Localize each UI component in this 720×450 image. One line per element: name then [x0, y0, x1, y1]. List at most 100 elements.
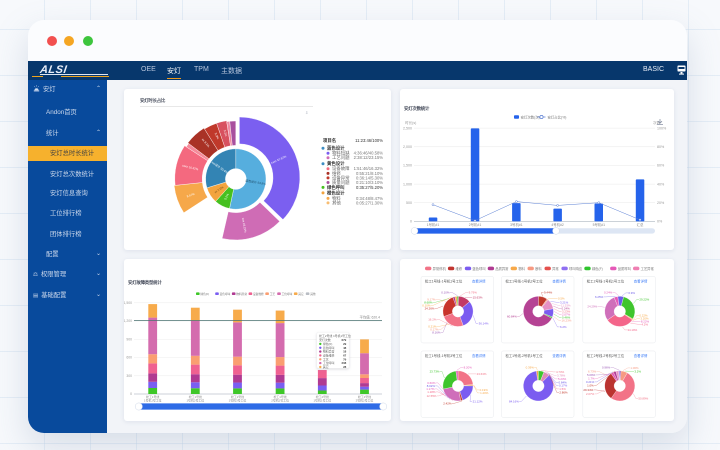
- svg-text:3号机#1: 3号机#1: [510, 222, 523, 227]
- svg-text:1.0%: 1.0%: [587, 383, 594, 387]
- svg-text:34.19%: 34.19%: [627, 328, 637, 332]
- svg-text:松工1号线: 松工1号线: [189, 394, 202, 399]
- svg-text:3.1%: 3.1%: [223, 129, 228, 137]
- svg-text:60%: 60%: [657, 164, 665, 168]
- svg-text:500: 500: [406, 201, 412, 205]
- svg-text:2.42%: 2.42%: [443, 401, 452, 405]
- svg-text:29: 29: [343, 342, 347, 346]
- svg-text:安灯次数: 安灯次数: [319, 337, 331, 342]
- svg-text:8.16%: 8.16%: [432, 330, 441, 334]
- svg-text:80%: 80%: [657, 145, 665, 149]
- svg-text:1.5%: 1.5%: [559, 387, 566, 391]
- svg-text:松工1号线-1号机3号工位: 松工1号线-1号机3号工位: [425, 353, 463, 358]
- svg-text:16.23%: 16.23%: [562, 318, 572, 322]
- svg-text:6.73%: 6.73%: [588, 369, 597, 373]
- svg-text:0.39%: 0.39%: [526, 365, 535, 369]
- svg-text:1号机1号工位: 1号机1号工位: [313, 397, 331, 402]
- svg-text:异常停机: 异常停机: [433, 266, 447, 271]
- svg-text:设备故障: 设备故障: [332, 165, 350, 172]
- svg-text:其它: 其它: [323, 364, 329, 369]
- svg-text:物料短缺: 物料短缺: [332, 150, 350, 157]
- svg-text:2,500: 2,500: [403, 126, 412, 130]
- svg-text:8.22%: 8.22%: [641, 319, 650, 323]
- svg-text:时长(s): 时长(s): [405, 120, 416, 125]
- svg-text:2:38:12/23.15%: 2:38:12/23.15%: [354, 155, 384, 160]
- svg-text:0.17%: 0.17%: [430, 327, 439, 331]
- svg-text:2.07%: 2.07%: [562, 312, 571, 316]
- svg-text:4:36:46/40.58%: 4:36:46/40.58%: [354, 151, 384, 156]
- svg-text:100%: 100%: [657, 126, 667, 130]
- svg-text:1号机1号工位: 1号机1号工位: [144, 397, 162, 402]
- svg-text:40%: 40%: [657, 182, 665, 186]
- svg-text:5.3%: 5.3%: [214, 132, 221, 140]
- svg-text:0.24%: 0.24%: [562, 306, 571, 310]
- svg-text:29.34%: 29.34%: [583, 388, 593, 392]
- svg-text:设备维修: 设备维修: [323, 352, 335, 357]
- svg-text:0.22%: 0.22%: [639, 313, 648, 317]
- svg-text:物料: 物料: [332, 195, 341, 202]
- svg-text:品质呼叫: 品质呼叫: [618, 266, 631, 271]
- svg-text:9.17%: 9.17%: [427, 297, 436, 301]
- svg-text:蓝色呼叫: 蓝色呼叫: [220, 292, 231, 296]
- svg-text:断料: 断料: [535, 266, 542, 271]
- svg-text:松工1号线: 松工1号线: [231, 394, 244, 399]
- svg-text:工艺: 工艺: [323, 356, 329, 361]
- svg-text:24.29%: 24.29%: [587, 304, 597, 308]
- svg-text:2,000: 2,000: [403, 145, 412, 149]
- svg-text:0.60%: 0.60%: [427, 381, 436, 385]
- svg-text:4.73%: 4.73%: [556, 370, 565, 374]
- svg-text:xxxx 37.67%: xxxx 37.67%: [270, 154, 287, 164]
- svg-text:项目名: 项目名: [323, 137, 336, 144]
- svg-text:松工1号线-2号机1号工位: 松工1号线-2号机1号工位: [505, 353, 543, 358]
- svg-text:8.47%: 8.47%: [186, 192, 195, 199]
- svg-text:其他: 其他: [310, 292, 316, 296]
- svg-text:1,500: 1,500: [403, 164, 412, 168]
- svg-text:质量问题: 质量问题: [332, 179, 350, 186]
- svg-text:0.84%: 0.84%: [559, 380, 568, 384]
- svg-text:汇总: 汇总: [637, 222, 644, 227]
- svg-text:蓝色呼叫: 蓝色呼叫: [323, 345, 335, 350]
- svg-text:67: 67: [343, 353, 347, 357]
- svg-text:16.2%: 16.2%: [428, 317, 437, 321]
- svg-text:0:05:27/1.30%: 0:05:27/1.30%: [356, 200, 383, 205]
- svg-text:6.25%: 6.25%: [595, 295, 604, 299]
- svg-text:48: 48: [343, 346, 347, 350]
- svg-text:1号机3号工位: 1号机3号工位: [229, 397, 247, 402]
- svg-text:松工2号线-1号机1号工位: 松工2号线-1号机1号工位: [587, 278, 625, 283]
- svg-text:21.12%: 21.12%: [473, 399, 483, 403]
- svg-text:1,500: 1,500: [124, 301, 132, 305]
- svg-text:黄色设计: 黄色设计: [327, 160, 345, 167]
- svg-text:松工1号线-1号机1号工位: 松工1号线-1号机1号工位: [425, 278, 463, 283]
- svg-text:安灯次数(次): 安灯次数(次): [521, 115, 540, 120]
- svg-text:物料异常: 物料异常: [236, 292, 247, 296]
- svg-text:0:21:10/3.10%: 0:21:10/3.10%: [356, 180, 383, 185]
- svg-text:橙色设计: 橙色设计: [327, 189, 345, 196]
- svg-text:1号机2号工位: 1号机2号工位: [186, 397, 204, 402]
- svg-text:0.21%: 0.21%: [428, 324, 437, 328]
- svg-text:工艺: 工艺: [270, 292, 276, 296]
- svg-text:平均值: 620.4: 平均值: 620.4: [359, 315, 380, 320]
- svg-text:6.9%: 6.9%: [628, 291, 635, 295]
- svg-text:安灯占比(%): 安灯占比(%): [548, 115, 567, 120]
- svg-text:12.55%: 12.55%: [427, 394, 437, 398]
- svg-text:5号机#1: 5号机#1: [593, 222, 606, 227]
- svg-text:0.10%: 0.10%: [422, 303, 431, 307]
- svg-text:2号机2号工位: 2号机2号工位: [356, 397, 374, 402]
- svg-text:1.17%: 1.17%: [426, 387, 435, 391]
- svg-text:0%: 0%: [657, 220, 663, 224]
- svg-text:绿色呼叫: 绿色呼叫: [327, 184, 345, 191]
- svg-text:0.5%: 0.5%: [558, 296, 565, 300]
- svg-text:4.2%: 4.2%: [641, 322, 648, 326]
- svg-text:28: 28: [343, 365, 347, 369]
- svg-text:1.18%: 1.18%: [427, 390, 436, 394]
- svg-text:松工2号线-2号机2号工位: 松工2号线-2号机2号工位: [587, 353, 625, 358]
- svg-text:0.21%: 0.21%: [586, 380, 595, 384]
- svg-text:5.23%: 5.23%: [558, 377, 567, 381]
- svg-text:23.73%: 23.73%: [430, 369, 440, 373]
- svg-text:11:23:46/100%: 11:23:46/100%: [355, 138, 383, 143]
- svg-text:2号机1号工位: 2号机1号工位: [271, 397, 289, 402]
- svg-text:3.78%: 3.78%: [557, 373, 566, 377]
- svg-text:松工1号线-1号机2号工位: 松工1号线-1号机2号工位: [505, 278, 543, 283]
- svg-text:松工1号线: 松工1号线: [274, 394, 287, 399]
- svg-text:其它: 其它: [298, 292, 304, 296]
